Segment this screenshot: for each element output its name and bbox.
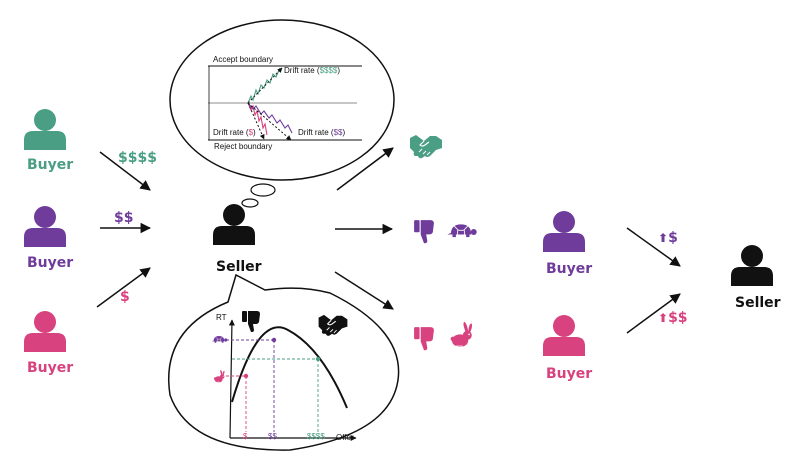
right-buyer-pink-icon [543, 315, 585, 356]
offer-green: $$$$ [118, 150, 157, 166]
arrow-to-accept [336, 147, 394, 191]
left-buyer-pink-label: Buyer [27, 360, 74, 376]
up-arrow-icon: ⬆ [658, 311, 669, 325]
reject-boundary-label: Reject boundary [214, 142, 273, 151]
ddm-panel [208, 65, 362, 141]
left-seller-label: Seller [216, 259, 262, 275]
accept-boundary-label: Accept boundary [213, 55, 274, 64]
raised-offer-pink: ⬆$$ [658, 310, 688, 326]
raised-offer-purple: ⬆$ [658, 230, 678, 246]
left-buyer-purple-label: Buyer [27, 255, 74, 271]
rt-axis-label: RT [216, 313, 227, 322]
outcome-handshake-icon [409, 134, 443, 159]
speech-bubble [168, 273, 400, 451]
right-seller-label: Seller [735, 295, 781, 311]
offer-purple: $$ [114, 210, 134, 226]
offer-pink: $ [120, 289, 130, 305]
drift-rate-green-label: Drift rate ($$$$) [284, 66, 341, 75]
left-seller-icon [213, 204, 255, 245]
thought-dot-small [241, 198, 259, 208]
left-buyer-pink-icon [24, 311, 66, 352]
thought-bubble [169, 19, 395, 181]
left-buyer-green-label: Buyer [27, 157, 74, 173]
arrow-to-fast-reject [334, 271, 394, 310]
tick-label-high: $$$$ [307, 432, 325, 441]
right-buyer-purple-label: Buyer [546, 261, 593, 277]
arrow-pink-to-seller [96, 267, 151, 308]
outcome-turtle-icon [446, 223, 478, 238]
outcome-thumbs-down-purple-icon [414, 220, 434, 244]
rt-chart [226, 319, 357, 441]
outcome-rabbit-icon [450, 321, 473, 348]
left-buyer-green-icon [24, 109, 66, 150]
right-seller-icon [731, 245, 773, 286]
thought-dot-large [250, 183, 276, 197]
offer-axis-label: Offer [336, 433, 354, 442]
arrow-right-purple-to-seller [626, 227, 681, 267]
left-buyer-purple-icon [24, 206, 66, 247]
right-buyer-purple-icon [543, 211, 585, 252]
tick-label-low: $ [243, 432, 248, 441]
up-arrow-icon: ⬆ [658, 231, 669, 245]
outcome-thumbs-down-pink-icon [414, 327, 434, 351]
tick-label-mid: $$ [268, 432, 277, 441]
right-buyer-pink-label: Buyer [546, 366, 593, 382]
arrow-right-pink-to-seller [626, 293, 681, 334]
arrow-green-to-seller [99, 151, 151, 191]
drift-rate-purple-label: Drift rate ($$) [298, 128, 346, 137]
drift-rate-pink-label: Drift rate ($) [213, 128, 256, 137]
